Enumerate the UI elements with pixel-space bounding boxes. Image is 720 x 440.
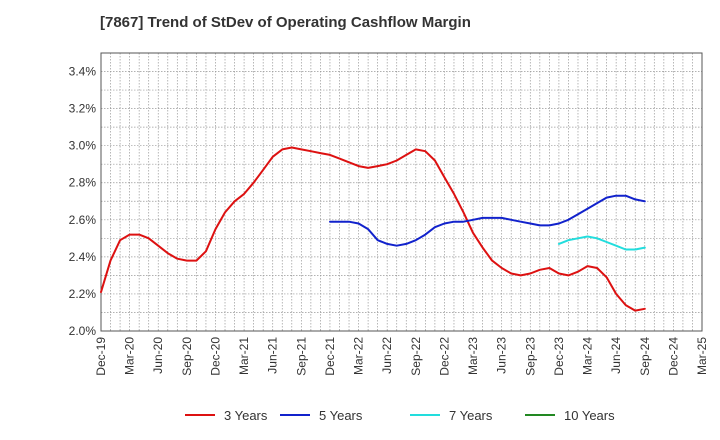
x-tick-label: Jun-24: [609, 337, 623, 374]
x-tick-label: Dec-23: [552, 337, 566, 376]
x-tick-label: Mar-25: [695, 337, 709, 375]
x-tick-label: Mar-24: [581, 337, 595, 375]
x-tick-label: Jun-22: [380, 337, 394, 374]
series-line-5-years: [329, 194, 646, 247]
x-tick-label: Mar-23: [466, 337, 480, 375]
x-tick-label: Jun-20: [151, 337, 165, 374]
axis-layer: 2.0% 2.2% 2.4% 2.6% 2.8% 3.0% 3.2% 3.4% Dec-19 Ma…: [69, 52, 709, 376]
x-tick-label: Sep-22: [409, 337, 423, 376]
y-tick-label: 2.2%: [69, 287, 97, 301]
series-line-7-years: [557, 235, 646, 251]
legend-label-5-years: 5 Years: [319, 408, 363, 423]
legend-label-7-years: 7 Years: [449, 408, 493, 423]
x-tick-label: Sep-21: [294, 337, 308, 376]
x-tick-label: Dec-19: [94, 337, 108, 376]
y-tick-label: 2.8%: [69, 176, 97, 190]
grid-layer: [101, 53, 702, 331]
series-layer: [100, 146, 646, 312]
y-tick-label: 3.2%: [69, 102, 97, 116]
x-tick-label: Dec-24: [666, 337, 680, 376]
x-tick-label: Dec-21: [323, 337, 337, 376]
x-tick-label: Mar-21: [237, 337, 251, 375]
legend: 3 Years 5 Years 7 Years 10 Years: [185, 408, 615, 423]
y-tick-label: 2.0%: [69, 324, 97, 338]
legend-label-10-years: 10 Years: [564, 408, 615, 423]
x-tick-label: Sep-23: [523, 337, 537, 376]
plot-area: [101, 53, 702, 331]
y-tick-label: 3.0%: [69, 139, 97, 153]
x-tick-label: Dec-20: [208, 337, 222, 376]
x-tick-label: Dec-22: [437, 337, 451, 376]
plot-border: [100, 52, 703, 332]
x-tick-label: Mar-22: [352, 337, 366, 375]
x-tick-label: Jun-21: [266, 337, 280, 374]
x-tick-label: Sep-24: [638, 337, 652, 376]
x-tick-label: Mar-20: [123, 337, 137, 375]
y-tick-label: 2.4%: [69, 250, 97, 264]
x-tick-label: Jun-23: [495, 337, 509, 374]
x-tick-label: Sep-20: [180, 337, 194, 376]
series-line-3-years: [100, 146, 646, 312]
chart-title: [7867] Trend of StDev of Operating Cashf…: [100, 14, 471, 31]
y-tick-label: 3.4%: [69, 65, 97, 79]
legend-label-3-years: 3 Years: [224, 408, 268, 423]
y-tick-label: 2.6%: [69, 213, 97, 227]
